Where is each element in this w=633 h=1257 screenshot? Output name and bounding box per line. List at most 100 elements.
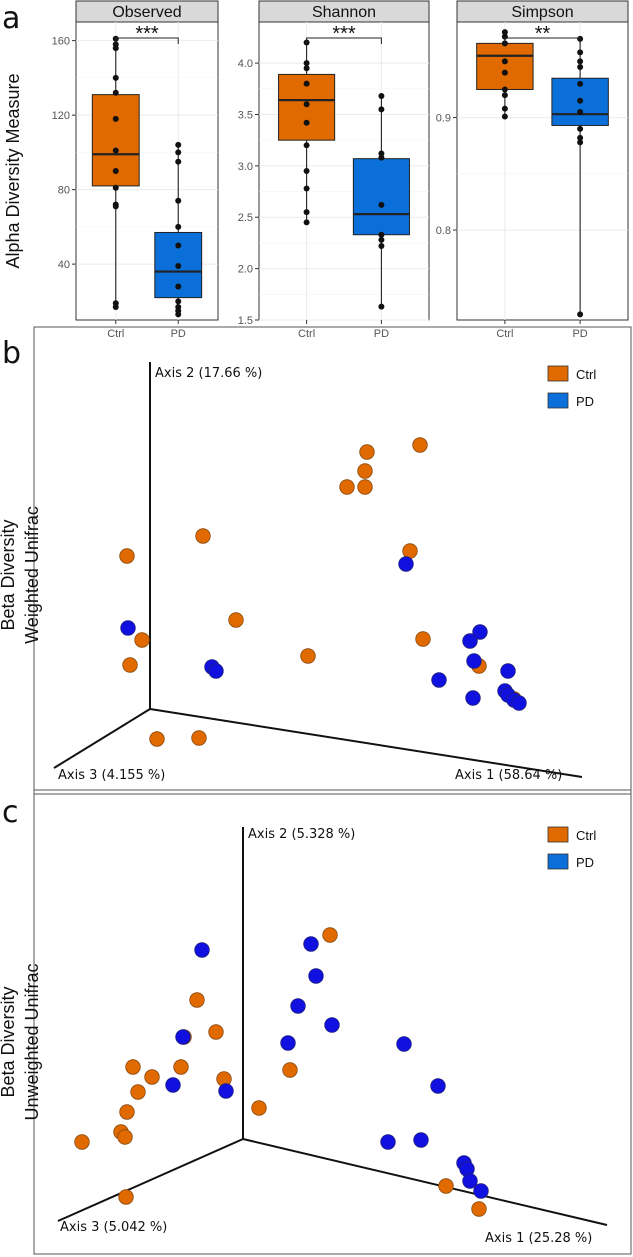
point-observed-Ctrl [112, 147, 119, 154]
point-observed-Ctrl [112, 184, 119, 191]
point-weighted-ctrl [119, 548, 135, 564]
point-unweighted-pd [175, 1029, 191, 1045]
beta-weighted-label-line2: Weighted Unifrac [22, 506, 42, 644]
ytick-label-shannon: 3.5 [238, 109, 253, 121]
ytick-label-observed: 120 [52, 110, 70, 122]
point-unweighted-ctrl [173, 1059, 189, 1075]
point-observed-Ctrl [112, 89, 119, 96]
point-observed-PD [175, 158, 182, 165]
panel-label-b: b [2, 336, 21, 371]
point-weighted-ctrl [412, 437, 428, 453]
boxplot-shannon: Shannon 1.5 2.0 2.5 3.0 3.5 4.0 Ctrl PD *** [238, 0, 430, 340]
point-observed-Ctrl [112, 203, 119, 210]
point-weighted-pd [431, 672, 447, 688]
point-shannon-Ctrl [303, 142, 310, 149]
point-shannon-PD [378, 92, 385, 99]
point-weighted-ctrl [402, 543, 418, 559]
legend-ctrl-swatch-b [547, 365, 569, 382]
point-unweighted-ctrl [130, 1084, 146, 1100]
point-shannon-Ctrl [303, 65, 310, 72]
point-weighted-pd [462, 633, 478, 649]
point-unweighted-pd [290, 998, 306, 1014]
beta-weighted-points [119, 437, 527, 747]
legend-ctrl-label-c: Ctrl [576, 828, 596, 843]
point-weighted-ctrl [415, 631, 431, 647]
point-shannon-PD [378, 154, 385, 161]
point-observed-Ctrl [112, 303, 119, 310]
point-unweighted-pd [413, 1132, 429, 1148]
beta-weighted-axis1-label: Axis 1 (58.64 %) [455, 768, 562, 783]
point-simpson-Ctrl [501, 86, 508, 93]
point-unweighted-ctrl [144, 1069, 160, 1085]
beta-unweighted-label-line1: Beta Diversity [0, 986, 18, 1097]
point-simpson-Ctrl [501, 29, 508, 36]
point-shannon-PD [378, 106, 385, 113]
point-observed-Ctrl [112, 168, 119, 174]
point-shannon-PD [378, 243, 385, 250]
point-shannon-Ctrl [303, 119, 310, 126]
point-unweighted-pd [308, 968, 324, 984]
beta-unweighted-frame [33, 789, 632, 1255]
significance-label-shannon: *** [332, 23, 356, 45]
beta-weighted-axis3-label: Axis 3 (4.155 %) [58, 768, 165, 783]
legend-ctrl-label-b: Ctrl [576, 367, 596, 382]
point-unweighted-pd [165, 1077, 181, 1093]
point-weighted-ctrl [191, 730, 207, 746]
xtick-label-shannon: Ctrl [298, 328, 315, 340]
beta-weighted-label-line1: Beta Diversity [0, 519, 18, 630]
point-unweighted-ctrl [117, 1129, 133, 1145]
beta-unweighted-panel: Beta Diversity Unweighted Unifrac Axis 2… [0, 789, 632, 1255]
beta-unweighted-axis2-label: Axis 2 (5.328 %) [248, 827, 355, 842]
point-observed-PD [175, 149, 182, 156]
significance-label-observed: *** [135, 23, 159, 45]
box-shannon-PD [352, 158, 410, 236]
point-simpson-PD [577, 134, 584, 141]
xtick-label-simpson: Ctrl [496, 328, 513, 340]
point-weighted-ctrl [339, 479, 355, 495]
ytick-label-observed: 160 [52, 36, 70, 48]
point-observed-PD [175, 298, 182, 305]
point-observed-PD [175, 242, 182, 249]
legend-pd-label-c: PD [576, 855, 594, 870]
xtick-label-observed: Ctrl [107, 328, 124, 340]
point-weighted-ctrl [228, 612, 244, 628]
point-observed-Ctrl [112, 74, 119, 81]
point-unweighted-pd [194, 942, 210, 958]
point-simpson-Ctrl [501, 92, 508, 99]
ytick-label-simpson: 0.8 [436, 225, 451, 237]
point-unweighted-ctrl [471, 1201, 487, 1217]
beta-weighted-axis3-line [53, 708, 151, 769]
beta-weighted-axis2-label: Axis 2 (17.66 %) [155, 366, 262, 381]
significance-label-simpson: ** [535, 23, 551, 45]
significance-bracket-observed [115, 37, 179, 44]
beta-unweighted-axis1-line [242, 1138, 608, 1226]
point-weighted-pd [120, 620, 136, 636]
point-weighted-pd [398, 556, 414, 572]
point-simpson-PD [577, 49, 584, 56]
point-shannon-Ctrl [303, 101, 310, 108]
point-simpson-PD [577, 80, 584, 87]
point-unweighted-ctrl [438, 1178, 454, 1194]
point-weighted-ctrl [149, 731, 165, 747]
point-unweighted-pd [380, 1134, 396, 1150]
strip-title-observed: Observed [112, 4, 181, 21]
point-shannon-Ctrl [303, 80, 310, 87]
strip-title-shannon: Shannon [312, 4, 376, 21]
point-shannon-PD [378, 236, 385, 243]
point-shannon-Ctrl [303, 168, 310, 174]
point-simpson-PD [577, 139, 584, 146]
point-observed-Ctrl [112, 115, 119, 122]
xtick-label-shannon: PD [374, 328, 389, 340]
point-observed-PD [175, 197, 182, 204]
point-unweighted-pd [462, 1173, 478, 1189]
ytick-label-shannon: 3.0 [238, 161, 253, 173]
beta-unweighted-axis3-line [57, 1138, 244, 1222]
point-unweighted-ctrl [125, 1059, 141, 1075]
point-observed-PD [175, 141, 182, 148]
legend-pd-swatch-b [547, 392, 569, 409]
ytick-label-simpson: 0.9 [436, 113, 451, 125]
point-observed-PD [175, 223, 182, 230]
point-unweighted-ctrl [119, 1104, 135, 1120]
point-shannon-PD [378, 150, 385, 157]
